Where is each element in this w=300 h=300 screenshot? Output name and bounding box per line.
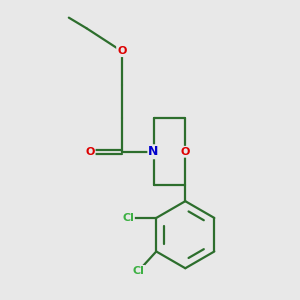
Text: N: N xyxy=(148,145,159,158)
Text: Cl: Cl xyxy=(133,266,145,276)
Text: O: O xyxy=(85,147,95,157)
Text: O: O xyxy=(181,147,190,157)
Text: Cl: Cl xyxy=(122,213,134,223)
Text: O: O xyxy=(117,46,127,56)
